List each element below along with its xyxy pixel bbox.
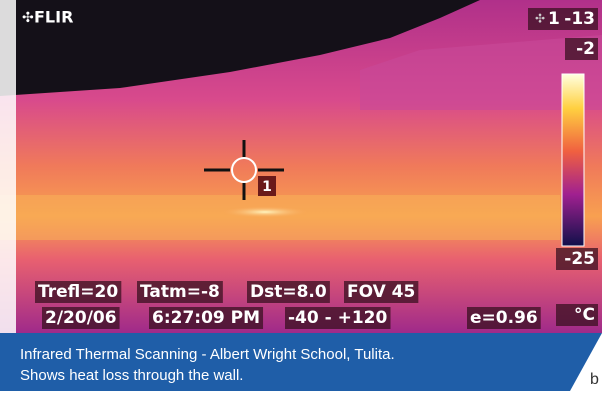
spot-reading: -13 [564,9,595,29]
spot-label: 1 [548,9,560,29]
scale-min: -25 [564,249,595,269]
logo: FLIR [34,8,73,27]
info-field: Trefl=20 [38,282,118,302]
caption-line: Shows heat loss through the wall. [20,367,243,384]
logo-icon: ✣ [22,10,34,26]
spot-icon: ✣ [535,12,545,26]
scale-max: -2 [576,39,595,59]
marker-label: 1 [262,179,272,195]
page: FLIR ✣ 1 ✣ -13 -2 -25 °C 1 Trefl=20 Tatm=… [0,0,602,391]
info-field: 2/20/06 [45,308,117,328]
info-field: Tatm=-8 [140,282,220,302]
info-field: 6:27:09 PM [152,308,260,328]
cut-text: b [590,371,599,388]
info-field: e=0.96 [470,308,538,328]
info-field: -40 - +120 [288,308,388,328]
info-field: Dst=8.0 [250,282,327,302]
color-scale [562,74,584,246]
unit: °C [574,305,595,325]
caption-line: Infrared Thermal Scanning - Albert Wrigh… [20,346,395,363]
info-field: FOV 45 [347,282,415,302]
